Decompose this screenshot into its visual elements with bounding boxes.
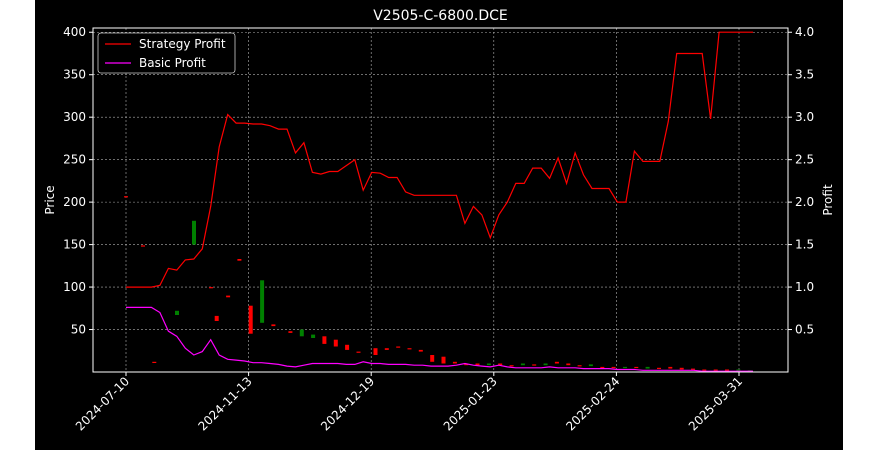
x-tick-label: 2025-02-24: [563, 374, 622, 433]
price-candle: [271, 324, 276, 327]
legend-box: [97, 32, 236, 74]
price-candle: [237, 259, 242, 261]
y-left-tick-label: 200: [63, 195, 86, 209]
price-candle: [373, 348, 378, 355]
price-candle: [260, 280, 265, 323]
price-candle: [288, 331, 293, 333]
y-left-tick-label: 400: [63, 25, 86, 39]
profit-lines: [126, 31, 753, 372]
y-right-tick-label: 2.0: [795, 195, 814, 209]
price-candle: [356, 351, 361, 353]
price-candle: [430, 355, 435, 362]
price-candles: [124, 196, 752, 372]
x-tick-label: 2025-01-23: [441, 374, 500, 433]
price-candle: [384, 348, 389, 350]
price-candle: [192, 220, 196, 245]
y-left-tick-label: 50: [71, 323, 86, 337]
y-left-tick-label: 350: [63, 68, 86, 82]
price-candle: [396, 346, 401, 348]
price-candle: [611, 366, 616, 369]
basic-profit-line: [126, 306, 753, 372]
price-candle: [566, 363, 571, 366]
x-tick-label: 2024-11-13: [196, 374, 255, 433]
price-candle: [634, 366, 639, 369]
y-left-tick-label: 150: [63, 238, 86, 252]
price-candle: [248, 305, 253, 334]
strategy-profit-line: [126, 31, 753, 288]
price-candle: [141, 245, 145, 247]
y-right-tick-label: 1.5: [795, 238, 814, 252]
price-candle: [209, 287, 214, 289]
x-tick-label: 2024-12-19: [318, 374, 377, 433]
chart-title: V2505-C-6800.DCE: [373, 8, 508, 24]
price-candle: [475, 363, 480, 366]
price-candle: [509, 365, 514, 367]
price-candle: [486, 363, 491, 366]
price-candle: [736, 369, 741, 371]
price-candle: [679, 367, 684, 370]
price-candle: [543, 363, 548, 366]
price-candle: [725, 369, 729, 371]
price-candle: [152, 361, 157, 363]
x-tick-label: 2025-03-31: [686, 374, 745, 433]
y-right-tick-label: 1.0: [795, 280, 814, 294]
y-right-tick-label: 4.0: [795, 25, 814, 39]
chart-svg: 2024-07-10 2024-11-13 2024-12-19 2025-01-23…: [43, 8, 835, 433]
y-axis-right-label: Profit: [821, 184, 835, 216]
price-candle: [333, 339, 338, 347]
price-candle: [124, 196, 128, 198]
x-tick-label: 2024-07-10: [73, 374, 132, 433]
price-candle: [668, 366, 673, 369]
price-candle: [299, 329, 304, 337]
y-left-tick-label: 100: [63, 280, 86, 294]
y-right-tick-label: 3.0: [795, 110, 814, 124]
price-candle: [691, 368, 695, 370]
price-candle: [623, 366, 627, 369]
price-candle: [226, 295, 231, 298]
y-axis-left-label: Price: [43, 185, 57, 214]
price-candle: [498, 363, 503, 366]
y-right-tick-label: 3.5: [795, 68, 814, 82]
price-candle: [520, 363, 525, 366]
price-candle: [452, 361, 457, 364]
price-candle: [645, 366, 650, 369]
price-candle: [657, 367, 661, 369]
y-right-tick-label: 0.5: [795, 323, 814, 337]
price-candle: [407, 348, 412, 350]
price-candle: [441, 356, 446, 364]
chart-figure: 2024-07-10 2024-11-13 2024-12-19 2025-01-23…: [35, 0, 843, 450]
plot-frame: [92, 27, 789, 373]
legend-label-basic: Basic Profit: [139, 56, 206, 70]
price-candle: [322, 336, 327, 344]
price-candle: [175, 310, 179, 315]
price-candle: [713, 369, 718, 371]
legend-label-strategy: Strategy Profit: [139, 37, 226, 51]
y-right-tick-label: 2.5: [795, 153, 814, 167]
price-candle: [345, 344, 350, 350]
grid: [93, 28, 788, 372]
price-candle: [577, 365, 582, 367]
price-candle: [588, 364, 593, 367]
price-candle: [214, 315, 219, 321]
price-candle: [702, 369, 707, 371]
y-left-tick-label: 300: [63, 110, 86, 124]
y-left-tick-label: 250: [63, 153, 86, 167]
price-candle: [311, 334, 316, 338]
price-candle: [532, 364, 537, 366]
price-candle: [600, 366, 605, 369]
price-candle: [554, 361, 559, 364]
price-candle: [418, 349, 423, 352]
legend: Strategy Profit Basic Profit: [97, 32, 236, 74]
